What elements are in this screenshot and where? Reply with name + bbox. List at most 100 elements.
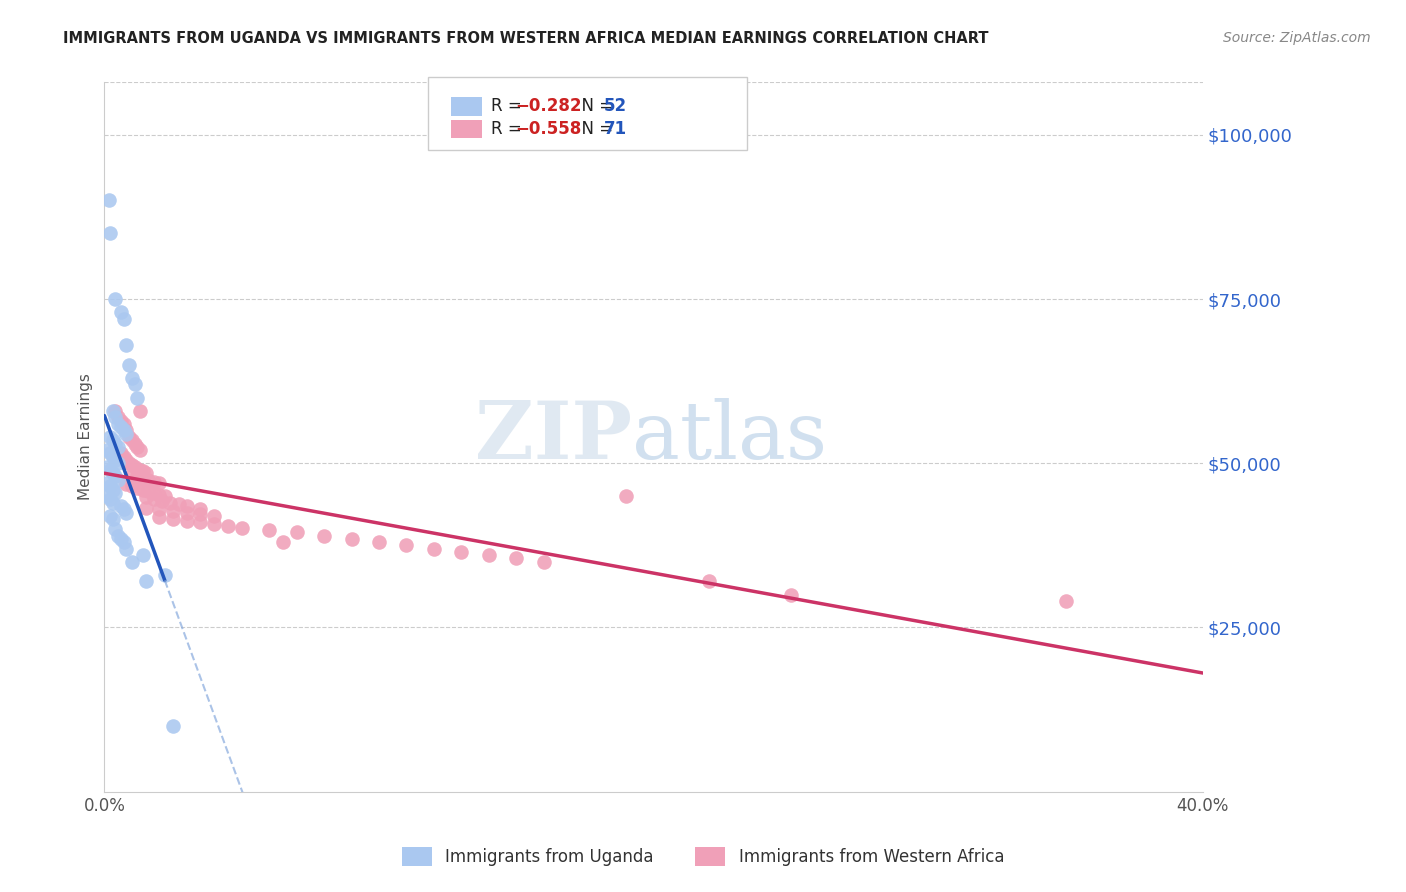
Point [101,512,124,526]
Point [450,545,472,559]
Point [121,479,143,493]
Point [98,227,121,241]
Point [104,453,127,467]
Y-axis label: Median Earnings: Median Earnings [79,374,93,500]
Point [101,466,124,480]
Text: atlas: atlas [631,398,827,476]
Point [98,446,121,460]
Point [107,473,129,487]
Point [176,514,198,528]
Point [340,532,363,546]
Text: N =: N = [571,97,619,115]
Point [614,489,637,503]
Point [150,494,173,508]
Point [202,516,225,531]
Point [110,305,132,319]
Point [98,479,121,493]
Point [107,417,129,431]
Point [124,377,146,392]
Point [121,468,143,483]
Point [115,506,138,520]
Point [190,516,212,530]
Point [112,417,135,431]
Legend: Immigrants from Uganda, Immigrants from Western Africa: Immigrants from Uganda, Immigrants from … [395,840,1011,873]
Point [101,434,124,448]
Point [115,453,138,467]
Point [132,471,155,485]
Point [104,292,127,306]
Point [118,358,141,372]
Point [148,502,170,516]
Point [148,475,170,490]
Point [159,496,181,510]
Point [98,492,121,507]
Point [115,338,138,352]
Point [121,555,143,569]
Point [162,719,184,733]
Text: −0.558: −0.558 [515,120,582,138]
Point [115,424,138,438]
Point [423,541,446,556]
Point [176,499,198,513]
Text: 71: 71 [605,120,627,138]
Point [121,434,143,448]
Point [112,424,135,438]
Point [142,475,165,489]
Point [115,426,138,441]
Point [697,574,720,589]
Point [110,532,132,546]
Point [285,525,308,540]
Point [136,473,159,487]
Point [129,463,152,477]
Point [98,430,121,444]
Point [127,481,149,495]
Point [104,469,127,483]
Point [127,440,149,454]
Point [136,483,159,498]
Point [780,588,803,602]
Point [98,463,121,477]
Point [271,535,294,549]
Point [96,475,118,490]
Point [97,194,120,208]
Point [107,456,129,470]
Point [162,512,184,526]
Point [104,522,127,536]
Point [533,555,555,569]
FancyBboxPatch shape [451,97,482,116]
Text: 52: 52 [605,97,627,115]
Point [153,568,176,582]
Point [118,430,141,444]
Point [190,502,212,516]
Point [112,502,135,516]
Point [112,450,135,464]
Point [118,456,141,470]
Point [101,450,124,464]
Point [104,485,127,500]
Point [110,446,132,460]
Point [231,521,253,535]
Point [478,548,501,562]
Point [1054,594,1077,608]
Point [368,535,391,549]
Point [112,535,135,549]
Point [135,466,157,480]
Point [107,410,129,425]
Point [129,403,152,417]
Point [104,410,127,425]
Text: ZIP: ZIP [475,398,631,476]
Point [217,518,239,533]
Point [395,538,418,552]
Point [257,523,280,537]
Point [505,551,527,566]
Point [121,371,143,385]
Point [135,500,157,515]
Point [107,440,129,454]
Point [96,489,118,503]
Point [101,403,124,417]
Point [135,491,157,505]
Point [121,458,143,472]
Point [176,506,198,520]
Point [162,503,184,517]
Text: R =: R = [491,97,527,115]
